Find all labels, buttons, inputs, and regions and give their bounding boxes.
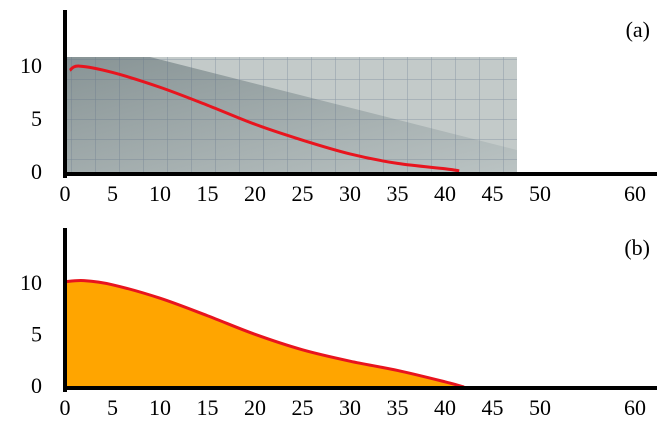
line [68, 64, 460, 173]
x-tick-label: 45 [482, 395, 504, 420]
x-tick-label: 10 [149, 181, 171, 206]
x-tick-label: 50 [529, 181, 551, 206]
x-tick-label: 20 [244, 181, 266, 206]
x-tick-label: 0 [60, 181, 71, 206]
y-tick-label: 10 [20, 270, 42, 295]
x-tick-label: 50 [529, 395, 551, 420]
y-tick-label: 10 [20, 53, 42, 78]
x-tick-label: 30 [339, 181, 361, 206]
y-tick-label: 5 [31, 106, 42, 131]
x-tick-label: 40 [434, 181, 456, 206]
x-tick-label: 20 [244, 395, 266, 420]
x-tick-label: 35 [387, 181, 409, 206]
x-tick-label: 10 [149, 395, 171, 420]
x-tick-label: 60 [624, 181, 646, 206]
area [65, 280, 464, 388]
x-tick-label: 15 [197, 395, 219, 420]
panel-label: (a) [626, 17, 650, 42]
y-tick-label: 0 [31, 373, 42, 398]
x-tick-label: 15 [197, 181, 219, 206]
x-tick-label: 30 [339, 395, 361, 420]
x-tick-label: 5 [107, 395, 118, 420]
x-tick-label: 35 [387, 395, 409, 420]
x-tick-label: 25 [292, 395, 314, 420]
x-tick-label: 40 [434, 395, 456, 420]
y-tick-label: 5 [31, 321, 42, 346]
photo [65, 57, 517, 172]
x-tick-label: 60 [624, 395, 646, 420]
x-tick-label: 45 [482, 181, 504, 206]
x-tick-label: 5 [107, 181, 118, 206]
y-tick-label: 0 [31, 159, 42, 184]
x-tick-label: 25 [292, 181, 314, 206]
panel-label: (b) [624, 235, 650, 260]
x-tick-label: 0 [60, 395, 71, 420]
line [64, 279, 465, 389]
